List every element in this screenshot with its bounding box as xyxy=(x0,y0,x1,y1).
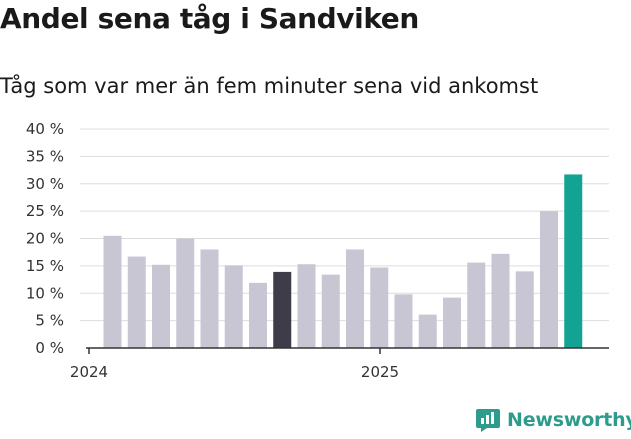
bar xyxy=(443,297,461,348)
y-tick-label: 5 % xyxy=(35,312,64,330)
chart-subtitle: Tåg som var mer än fem minuter sena vid … xyxy=(0,74,539,98)
bar xyxy=(127,256,146,348)
bar xyxy=(273,271,292,348)
bar xyxy=(297,264,316,348)
x-axis: 2024 2025 xyxy=(70,347,609,381)
newsworthy-logo-icon xyxy=(476,409,500,432)
y-tick-label: 40 % xyxy=(26,120,64,138)
y-axis-tick-labels: 0 % 5 % 10 % 15 % 20 % 25 % 30 % 35 % 40 % xyxy=(26,120,64,357)
bar xyxy=(540,211,558,348)
bar xyxy=(515,271,534,348)
bar xyxy=(346,249,364,348)
bar xyxy=(418,314,437,348)
brand-name: Newsworthy xyxy=(507,409,631,431)
x-tick-label: 2024 xyxy=(70,363,108,381)
bar xyxy=(152,264,170,348)
y-tick-label: 35 % xyxy=(26,147,64,165)
x-tick-label: 2025 xyxy=(361,363,399,381)
y-tick-label: 10 % xyxy=(26,284,64,302)
bar xyxy=(394,294,413,348)
y-tick-label: 20 % xyxy=(26,230,64,248)
brand-logo: Newsworthy xyxy=(475,407,631,433)
y-tick-label: 15 % xyxy=(26,257,64,275)
bar xyxy=(491,253,510,348)
y-tick-label: 30 % xyxy=(26,175,64,193)
bar xyxy=(467,262,486,348)
bar xyxy=(224,265,243,348)
bar xyxy=(321,274,340,348)
bar xyxy=(370,267,389,348)
chart-title: Andel sena tåg i Sandviken xyxy=(0,2,419,35)
y-tick-label: 25 % xyxy=(26,202,64,220)
bars xyxy=(103,174,583,348)
bar xyxy=(564,174,583,348)
bar xyxy=(200,249,219,348)
y-tick-label: 0 % xyxy=(35,339,64,357)
bar xyxy=(176,238,195,348)
bar-chart: 0 %5 %10 %15 %20 %25 %30 %35 %40 % 2024 2… xyxy=(26,120,609,381)
bar xyxy=(249,282,267,348)
bar xyxy=(103,235,122,348)
